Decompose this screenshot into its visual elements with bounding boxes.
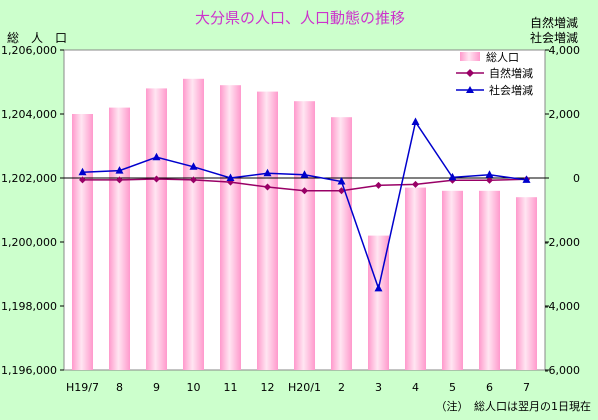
bar-total-7 <box>331 117 352 370</box>
x-tick-label-6: H20/1 <box>288 381 321 394</box>
legend-marker-natural <box>466 69 474 77</box>
x-tick-label-10: 5 <box>449 381 456 394</box>
legend-swatch-total <box>460 52 480 61</box>
right-tick-label-2: -2,000 <box>545 236 580 249</box>
chart-title: 大分県の人口、人口動態の推移 <box>195 9 405 27</box>
x-tick-label-3: 10 <box>187 381 201 394</box>
x-tick-label-4: 11 <box>224 381 238 394</box>
right-tick-label-5: 4,000 <box>549 44 581 57</box>
right-tick-label-0: -6,000 <box>545 364 580 377</box>
right-tick-label-1: -4,000 <box>545 300 580 313</box>
left-tick-label-1: 1,198,000 <box>1 300 57 313</box>
x-axis-ticks: H19/7 8 9 10 11 12 H20/1 2 3 4 5 6 7 <box>66 381 530 394</box>
right-axis-ticks: -6,000 -4,000 -2,000 0 2,000 4,000 <box>545 44 580 377</box>
right-tick-label-3: 0 <box>573 172 580 185</box>
point-natural-2 <box>153 175 160 183</box>
bar-total-6 <box>294 101 315 370</box>
legend-label-natural: 自然増減 <box>489 66 533 80</box>
point-social-6 <box>300 170 309 178</box>
right-tick-label-4: 2,000 <box>549 108 581 121</box>
footnote: （注） 総人口は翌月の1日現在 <box>436 399 592 413</box>
point-social-11 <box>485 170 494 178</box>
bar-total-2 <box>146 88 167 371</box>
x-tick-label-9: 4 <box>412 381 419 394</box>
legend: 総人口 自然増減 社会増減 <box>456 50 533 97</box>
left-axis-label: 総 人 口 <box>7 31 67 45</box>
bar-total-8 <box>368 235 389 370</box>
x-tick-label-8: 3 <box>375 381 382 394</box>
point-social-4 <box>226 173 235 181</box>
x-tick-label-11: 6 <box>486 381 493 394</box>
left-tick-label-2: 1,200,000 <box>1 236 57 249</box>
x-tick-label-7: 2 <box>338 381 345 394</box>
x-tick-label-2: 9 <box>153 381 160 394</box>
point-social-7 <box>337 177 346 185</box>
bar-total-12 <box>516 197 537 370</box>
point-natural-8 <box>375 181 382 189</box>
legend-label-total: 総人口 <box>486 50 519 64</box>
point-social-1 <box>115 166 124 174</box>
point-social-3 <box>189 162 198 170</box>
point-natural-5 <box>264 183 271 191</box>
point-natural-0 <box>79 176 86 184</box>
point-social-12 <box>522 175 531 183</box>
point-social-8 <box>374 283 383 292</box>
line-series <box>78 117 531 292</box>
point-natural-11 <box>486 176 493 184</box>
left-tick-label-3: 1,202,000 <box>1 172 57 185</box>
x-tick-label-5: 12 <box>261 381 275 394</box>
point-social-0 <box>78 167 87 176</box>
bar-total-9 <box>405 187 426 370</box>
right-axis-label-natural: 自然増減 <box>530 15 578 30</box>
bar-total-1 <box>109 107 130 370</box>
point-natural-3 <box>190 176 197 184</box>
point-natural-1 <box>116 176 123 184</box>
point-natural-9 <box>412 180 419 188</box>
left-tick-label-0: 1,196,000 <box>1 364 57 377</box>
bar-total-5 <box>257 91 278 370</box>
left-tick-label-5: 1,206,000 <box>1 44 57 57</box>
x-tick-label-1: 8 <box>116 381 123 394</box>
point-social-2 <box>152 152 161 161</box>
right-axis-label-social: 社会増減 <box>530 30 578 45</box>
left-axis-ticks: 1,196,000 1,198,000 1,200,000 1,202,000 1,20… <box>1 44 64 377</box>
legend-label-social: 社会増減 <box>489 83 533 97</box>
bar-total-3 <box>183 78 204 371</box>
point-social-5 <box>263 168 272 177</box>
bar-total-0 <box>72 114 93 370</box>
bar-total-4 <box>220 85 241 370</box>
point-social-9 <box>411 117 420 125</box>
x-tick-label-12: 7 <box>523 381 530 394</box>
x-tick-label-0: H19/7 <box>66 381 99 394</box>
left-tick-label-4: 1,204,000 <box>1 108 57 121</box>
point-natural-7 <box>338 187 345 195</box>
point-social-10 <box>448 172 457 181</box>
bar-total-11 <box>479 190 500 370</box>
bar-total-10 <box>442 190 463 370</box>
legend-marker-social <box>466 86 474 93</box>
point-natural-6 <box>301 187 308 195</box>
